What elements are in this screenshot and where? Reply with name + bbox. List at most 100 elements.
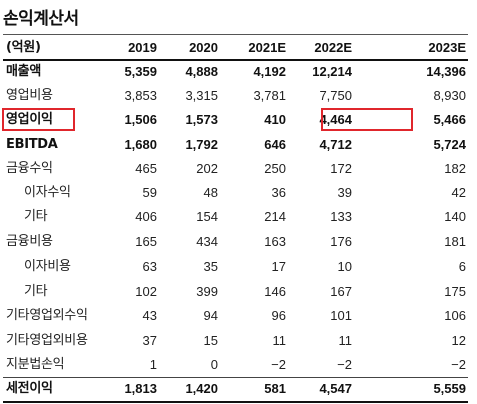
cell-value-2023e: 5,466 — [433, 112, 466, 127]
top-rule — [3, 34, 468, 35]
cell-value-2019: 37 — [142, 333, 157, 348]
row-label: 세전이익 — [6, 381, 53, 396]
row-label: 기타 — [24, 209, 48, 224]
cell-value-2023e: 42 — [451, 185, 466, 200]
cell-value-2020: 434 — [196, 234, 218, 249]
cell-value-2021e: 646 — [264, 137, 286, 152]
cell-value-2020: 399 — [196, 284, 218, 299]
cell-value-2021e: 36 — [271, 185, 286, 200]
table-row: 금융수익 465 202 250 172 182 — [0, 158, 477, 180]
cell-value-2020: 94 — [203, 308, 218, 323]
cell-value-2023e: 5,559 — [433, 381, 466, 396]
table-row: 세전이익 1,813 1,420 581 4,547 5,559 — [0, 378, 477, 400]
cell-value-2022e: 133 — [330, 209, 352, 224]
cell-value-2023e: 140 — [444, 209, 466, 224]
row-label: 기타영업외수익 — [6, 308, 88, 323]
cell-value-2022e: 39 — [337, 185, 352, 200]
table-row: 이자수익 59 48 36 39 42 — [0, 182, 477, 204]
subtotal-rule — [3, 377, 468, 378]
cell-value-2021e: 11 — [272, 333, 287, 348]
cell-value-2023e: −2 — [451, 357, 466, 372]
table-row: 기타영업외비용 37 15 11 11 12 — [0, 330, 477, 352]
cell-value-2020: 4,888 — [185, 64, 218, 79]
cell-value-2021e: 17 — [271, 259, 286, 274]
cell-value-2023e: 182 — [444, 161, 466, 176]
cell-value-2021e: 3,781 — [253, 88, 286, 103]
cell-value-2020: 154 — [196, 209, 218, 224]
row-label: 금융비용 — [6, 234, 53, 249]
cell-value-2021e: 250 — [264, 161, 286, 176]
cell-value-2019: 406 — [135, 209, 157, 224]
table-row: 영업이익 1,506 1,573 410 4,464 5,466 — [0, 109, 477, 131]
cell-value-2023e: 14,396 — [426, 64, 466, 79]
unit-label: (억원) — [6, 40, 41, 55]
cell-value-2022e: 167 — [330, 284, 352, 299]
cell-value-2021e: 4,192 — [253, 64, 286, 79]
cell-value-2019: 43 — [142, 308, 157, 323]
cell-value-2019: 63 — [142, 259, 157, 274]
table-row: 기타 406 154 214 133 140 — [0, 206, 477, 228]
cell-value-2021e: 581 — [264, 381, 286, 396]
cell-value-2022e: 12,214 — [312, 64, 352, 79]
cell-value-2020: 1,792 — [185, 137, 218, 152]
cell-value-2023e: 5,724 — [433, 137, 466, 152]
row-label: 기타 — [24, 284, 48, 299]
cell-value-2021e: 410 — [264, 112, 286, 127]
table-row: 지분법손익 1 0 −2 −2 −2 — [0, 354, 477, 376]
row-label: 이자수익 — [24, 185, 71, 200]
row-label: 기타영업외비용 — [6, 333, 88, 348]
row-label: 영업이익 — [6, 112, 53, 127]
column-header-2019: 2019 — [128, 40, 157, 55]
table-row: 금융비용 165 434 163 176 181 — [0, 231, 477, 253]
cell-value-2020: 15 — [203, 333, 218, 348]
cell-value-2022e: 4,464 — [319, 112, 352, 127]
highlight-box-operating-profit-forecast — [321, 108, 413, 131]
table-row: 영업비용 3,853 3,315 3,781 7,750 8,930 — [0, 85, 477, 107]
cell-value-2020: 3,315 — [185, 88, 218, 103]
row-label: 매출액 — [6, 64, 41, 79]
table-row: 매출액 5,359 4,888 4,192 12,214 14,396 — [0, 61, 477, 83]
cell-value-2022e: −2 — [337, 357, 352, 372]
row-label: 이자비용 — [24, 259, 71, 274]
column-header-2020: 2020 — [189, 40, 218, 55]
cell-value-2022e: 172 — [330, 161, 352, 176]
cell-value-2019: 5,359 — [124, 64, 157, 79]
table-row: 기타 102 399 146 167 175 — [0, 281, 477, 303]
cell-value-2019: 1,506 — [124, 112, 157, 127]
cell-value-2020: 35 — [203, 259, 218, 274]
cell-value-2023e: 175 — [444, 284, 466, 299]
cell-value-2021e: 163 — [264, 234, 286, 249]
row-label: EBITDA — [6, 137, 58, 152]
cell-value-2022e: 11 — [338, 333, 353, 348]
cell-value-2022e: 4,547 — [319, 381, 352, 396]
cell-value-2019: 165 — [135, 234, 157, 249]
header-rule — [3, 59, 468, 61]
row-label: 지분법손익 — [6, 357, 65, 372]
statement-title: 손익계산서 — [3, 9, 79, 29]
cell-value-2022e: 7,750 — [319, 88, 352, 103]
cell-value-2019: 3,853 — [124, 88, 157, 103]
column-header-2023e: 2023E — [428, 40, 466, 55]
cell-value-2019: 1 — [149, 357, 157, 372]
cell-value-2023e: 6 — [458, 259, 466, 274]
cell-value-2020: 202 — [196, 161, 218, 176]
cell-value-2019: 102 — [135, 284, 157, 299]
cell-value-2019: 1,813 — [124, 381, 157, 396]
cell-value-2022e: 10 — [337, 259, 352, 274]
cell-value-2020: 48 — [203, 185, 218, 200]
cell-value-2020: 0 — [210, 357, 218, 372]
cell-value-2022e: 176 — [330, 234, 352, 249]
cell-value-2021e: 146 — [264, 284, 286, 299]
table-row: 이자비용 63 35 17 10 6 — [0, 256, 477, 278]
cell-value-2021e: 96 — [271, 308, 286, 323]
bottom-rule — [3, 401, 468, 403]
highlight-box-operating-profit-label — [2, 108, 75, 131]
cell-value-2022e: 4,712 — [319, 137, 352, 152]
cell-value-2021e: 214 — [264, 209, 286, 224]
cell-value-2023e: 106 — [444, 308, 466, 323]
row-label: 금융수익 — [6, 161, 53, 176]
cell-value-2020: 1,420 — [185, 381, 218, 396]
header-row: (억원) 2019 2020 2021E 2022E 2023E — [0, 37, 477, 59]
cell-value-2023e: 12 — [451, 333, 466, 348]
table-row: 기타영업외수익 43 94 96 101 106 — [0, 305, 477, 327]
